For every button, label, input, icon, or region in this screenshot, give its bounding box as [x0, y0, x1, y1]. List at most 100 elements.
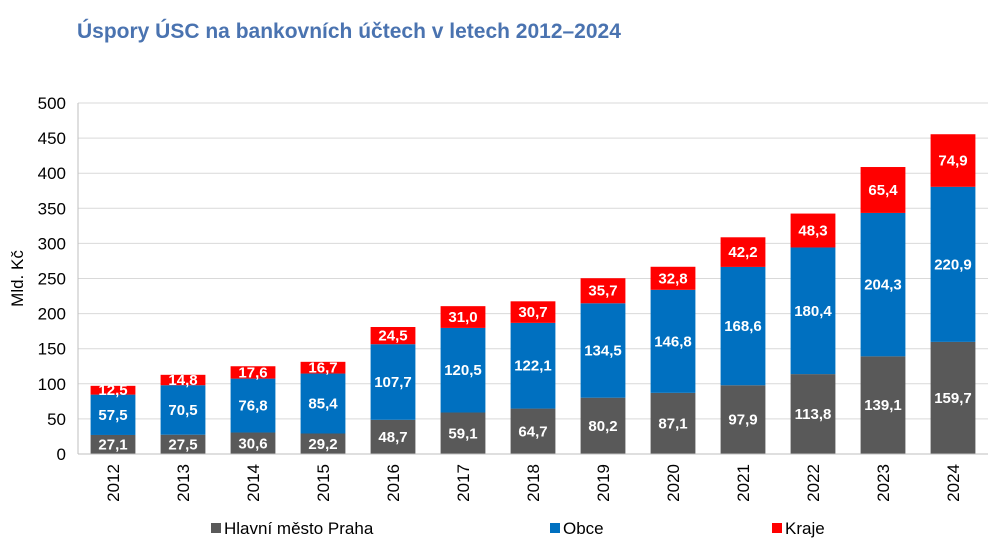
bar-segment — [720, 237, 766, 267]
bar-segment — [230, 432, 276, 454]
x-tick-label: 2024 — [944, 464, 963, 502]
bar-segment — [90, 385, 136, 395]
legend-swatch — [772, 523, 782, 533]
bar-segment — [930, 134, 976, 187]
bar-segment — [790, 213, 836, 248]
data-label: 139,1 — [864, 397, 902, 414]
bar-segment — [580, 397, 626, 454]
data-label: 59,1 — [448, 425, 477, 442]
data-label: 87,1 — [658, 415, 687, 432]
bar-segment — [650, 266, 696, 290]
bar-segment — [720, 266, 766, 386]
bar-segment — [930, 186, 976, 342]
data-label: 27,5 — [168, 436, 197, 453]
bar-segment — [90, 434, 136, 454]
data-label: 24,5 — [378, 328, 407, 345]
data-label: 85,4 — [308, 396, 338, 413]
bar-segment — [440, 412, 486, 454]
data-label: 30,7 — [518, 304, 547, 321]
x-tick-label: 2014 — [244, 464, 263, 502]
data-label: 204,3 — [864, 277, 902, 294]
bar-segment — [580, 278, 626, 304]
data-label: 48,3 — [798, 223, 827, 240]
bars: 27,1 57,5 12,5 27,5 70,5 14,8 30,6 76,8 17,6 29,2… — [90, 134, 976, 454]
x-tick-label: 2018 — [524, 464, 543, 502]
data-label: 120,5 — [444, 362, 482, 379]
y-tick-label: 50 — [47, 410, 66, 429]
data-label: 42,2 — [728, 244, 757, 261]
bar-segment — [90, 394, 136, 435]
data-label: 113,8 — [795, 406, 832, 423]
bar-segment — [930, 341, 976, 454]
x-tick-label: 2013 — [174, 464, 193, 502]
bar-segment — [510, 301, 556, 323]
data-label: 29,2 — [308, 436, 337, 453]
bar-segment — [440, 306, 486, 328]
x-tick-label: 2020 — [664, 464, 683, 502]
bar-segment — [510, 322, 556, 409]
y-tick-label: 150 — [38, 340, 66, 359]
data-label: 16,7 — [308, 360, 337, 377]
bar-segment — [860, 167, 906, 213]
legend-label: Kraje — [785, 519, 825, 538]
data-label: 57,5 — [98, 407, 127, 424]
y-tick-label: 100 — [38, 375, 66, 394]
legend: Hlavní město Praha Obce Kraje — [211, 519, 825, 538]
x-tick-label: 2021 — [734, 464, 753, 502]
data-label: 35,7 — [588, 283, 617, 300]
y-tick-label: 500 — [38, 94, 66, 113]
y-tick-label: 0 — [57, 445, 66, 464]
data-label: 74,9 — [938, 153, 967, 170]
data-label: 220,9 — [934, 256, 972, 273]
data-label: 27,1 — [98, 436, 127, 453]
data-label: 30,6 — [238, 435, 267, 452]
x-tick-label: 2017 — [454, 464, 473, 502]
data-label: 76,8 — [238, 398, 267, 415]
data-label: 146,8 — [654, 333, 692, 350]
y-tick-label: 300 — [38, 234, 66, 253]
y-axis: 0 50 100 150 200 250 300 350 400 450 500 — [38, 94, 79, 464]
data-label: 48,7 — [378, 429, 407, 446]
chart-title: Úspory ÚSC na bankovních účtech v letech… — [77, 20, 621, 43]
bar-segment — [300, 361, 346, 374]
x-tick-label: 2015 — [314, 464, 333, 502]
x-tick-label: 2019 — [594, 464, 613, 502]
data-label: 70,5 — [168, 402, 197, 419]
y-tick-label: 450 — [38, 129, 66, 148]
bar-segment — [650, 392, 696, 454]
bar-segment — [580, 303, 626, 398]
bar-segment — [230, 366, 276, 379]
bar-segment — [160, 385, 206, 435]
data-label: 107,7 — [374, 374, 412, 391]
data-label: 31,0 — [448, 309, 477, 326]
bar-segment — [720, 385, 766, 454]
bar-segment — [160, 434, 206, 454]
data-label: 97,9 — [728, 412, 757, 429]
data-label: 122,1 — [514, 358, 552, 375]
x-axis: 2012 2013 2014 2015 2016 2017 2018 2019 2020 2021… — [78, 453, 988, 502]
data-label: 168,6 — [724, 318, 762, 335]
x-tick-label: 2016 — [384, 464, 403, 502]
bar-segment — [370, 344, 416, 420]
bar-segment — [790, 247, 836, 375]
bar-segment — [860, 212, 906, 357]
bar-segment — [300, 373, 346, 434]
data-label: 64,7 — [518, 423, 547, 440]
y-axis-label: Mld. Kč — [8, 250, 27, 307]
x-tick-label: 2012 — [104, 464, 123, 502]
legend-label: Hlavní město Praha — [224, 519, 374, 538]
bar-segment — [160, 374, 206, 386]
bar-segment — [860, 356, 906, 454]
bar-segment — [300, 433, 346, 454]
bar-segment — [790, 374, 836, 454]
data-label: 32,8 — [658, 270, 687, 287]
bar-segment — [230, 378, 276, 433]
bar-segment — [370, 419, 416, 454]
data-label: 134,5 — [584, 342, 622, 359]
bar-segment — [440, 327, 486, 413]
x-tick-label: 2023 — [874, 464, 893, 502]
bar-segment — [370, 327, 416, 345]
data-label: 159,7 — [934, 390, 972, 407]
y-tick-label: 250 — [38, 270, 66, 289]
legend-swatch — [550, 523, 560, 533]
